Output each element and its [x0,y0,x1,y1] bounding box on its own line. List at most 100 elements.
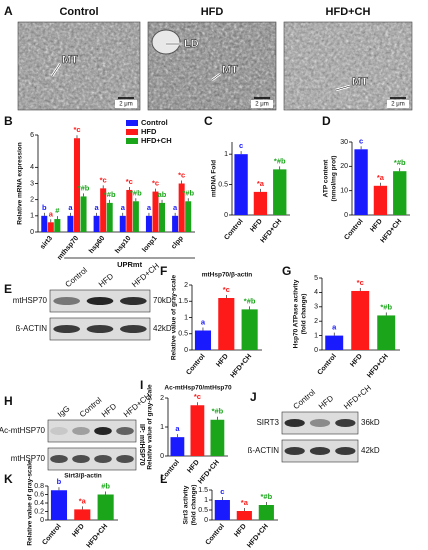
blot-band [309,419,331,427]
annotation: a [175,424,180,433]
x-tick-label: sirt3 [39,235,54,251]
annotation: *a [377,173,385,182]
arrow-edge [211,73,221,81]
annotation: a [121,203,126,212]
x-tick-label: Control [317,353,338,377]
y-tick-label: 20 [340,163,348,170]
bar [218,298,235,350]
bar [100,188,107,232]
blot-band [116,455,134,463]
x-tick-label: HFD [249,218,264,234]
annotation: a [147,203,152,212]
y-tick-label: 0 [224,212,228,219]
panel-letter: G [282,264,291,278]
micrograph-label: MT [352,76,368,88]
annotation: *#b [244,296,256,305]
y-axis-label: Relative mRNA expression [17,142,24,225]
annotation: *#b [274,156,286,165]
blot-band [72,427,90,435]
x-tick-label: HFD [369,218,384,234]
x-tick-label: Control [41,523,62,547]
blot-band [284,419,305,427]
panel-letter: F [160,264,167,278]
y-tick-label: 0.5 [178,331,188,338]
bar [126,189,133,232]
legend-label: Control [141,118,168,127]
legend-swatch [126,129,138,135]
blot-band [116,427,134,435]
blot-band [284,447,305,455]
y-tick-label: 0.2 [34,508,44,515]
y-tick-label: 1 [160,424,164,431]
y-tick-label: 5 [314,275,318,282]
annotation: a [49,209,54,218]
blot-strip [47,419,137,443]
ip-label: IP: mtHSP70 [138,424,145,466]
x-tick-label: HFD [215,353,230,369]
micrograph-label: LD [184,38,199,50]
y-tick-label: 2 [184,282,188,289]
annotation: b [42,203,47,212]
y-tick-label: 1.5 [178,298,188,305]
annotation: a [95,203,100,212]
bar [185,201,192,232]
lane-label: HFD [100,402,119,420]
x-tick-label: Control [205,523,226,547]
bar [159,202,166,232]
x-tick-label: HFD [233,523,248,539]
y-tick-label: 0.4 [34,500,44,507]
bar [236,511,252,520]
annotation: *c [357,278,364,287]
annotation: *#b [261,492,273,501]
x-tick-label: hsp60 [88,235,106,255]
bar [67,215,74,232]
y-tick-label: 2 [314,318,318,325]
x-tick-label: HFD+CH [246,523,270,549]
lane-label: HFD [97,272,116,290]
bar [132,201,139,232]
legend-swatch [126,138,138,144]
row-label: mtHSP70 [13,296,48,305]
micrograph-frame [283,21,413,111]
lane-label: HFD [317,394,336,412]
y-axis-label: ATP content [323,159,330,198]
y-axis-label: Relative value of gray-scale [171,274,178,360]
annotation: a [173,203,178,212]
y-axis-label: (fold change) [301,294,308,335]
x-tick-label: HFD [186,459,201,475]
blot-band [94,455,112,463]
annotation: *a [257,179,265,188]
bar [41,215,48,232]
bar [214,500,230,520]
annotation: b [57,477,62,486]
blot-band [94,427,112,435]
annotation: *a [241,498,249,507]
size-label: 70kD [153,296,172,305]
panel-letter: D [322,114,331,128]
row-label: ß-ACTIN [247,446,279,455]
bar [145,215,152,232]
bar [194,330,212,350]
y-tick-label: 0.8 [34,483,44,490]
bar [210,419,225,456]
panel-letter: K [4,472,13,486]
x-tick-label: clpp [170,235,185,251]
panel-letter: I [140,378,143,392]
bar [178,183,185,232]
row-label: mtHSP70 [11,454,46,463]
x-tick-label: HFD+CH [86,523,110,549]
row-label: SIRT3 [256,418,279,427]
y-tick-label: 2 [30,197,34,204]
y-axis-label: Hsp70 ATPase activity [293,279,300,348]
y-tick-label: 1.5 [198,487,208,494]
annotation: *c [152,179,159,188]
annotation: c [239,141,243,150]
y-tick-label: 0.6 [34,491,44,498]
x-tick-label: mthsp70 [56,235,80,262]
x-tick-label: HFD [349,353,364,369]
annotation: *c [194,392,201,401]
micrograph-title: Control [59,6,98,18]
y-tick-label: 0 [184,347,188,354]
lane-label: IgG [56,404,72,419]
